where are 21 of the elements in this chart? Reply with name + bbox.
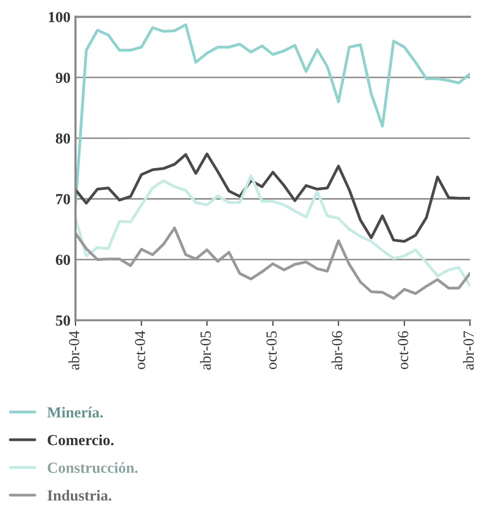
x-tick-label: abr-07 <box>463 331 474 370</box>
x-tick-label: abr-05 <box>200 331 211 370</box>
y-tick-label: 80 <box>56 133 70 144</box>
x-tick-label: oct-06 <box>398 331 408 370</box>
y-tick-label: 60 <box>56 254 70 266</box>
x-tick-label: abr-04 <box>68 330 80 370</box>
y-tick-label: 50 <box>56 315 70 326</box>
x-tick-label: oct-04 <box>134 330 146 370</box>
legend-label: Comercio. <box>48 434 114 446</box>
legend-label: Construcción. <box>48 462 138 474</box>
line-series <box>75 152 470 243</box>
legend-label: Minería. <box>47 406 103 418</box>
x-tick-label: oct-05 <box>266 331 277 370</box>
y-tick-label: 90 <box>56 72 70 83</box>
y-tick-label: 100 <box>48 12 70 22</box>
line-series <box>75 174 470 288</box>
line-series <box>75 226 470 300</box>
x-tick-label: abr-06 <box>332 331 342 370</box>
y-tick-label: 70 <box>56 194 70 204</box>
line-series <box>75 23 470 206</box>
legend-label: Industria. <box>48 490 112 501</box>
